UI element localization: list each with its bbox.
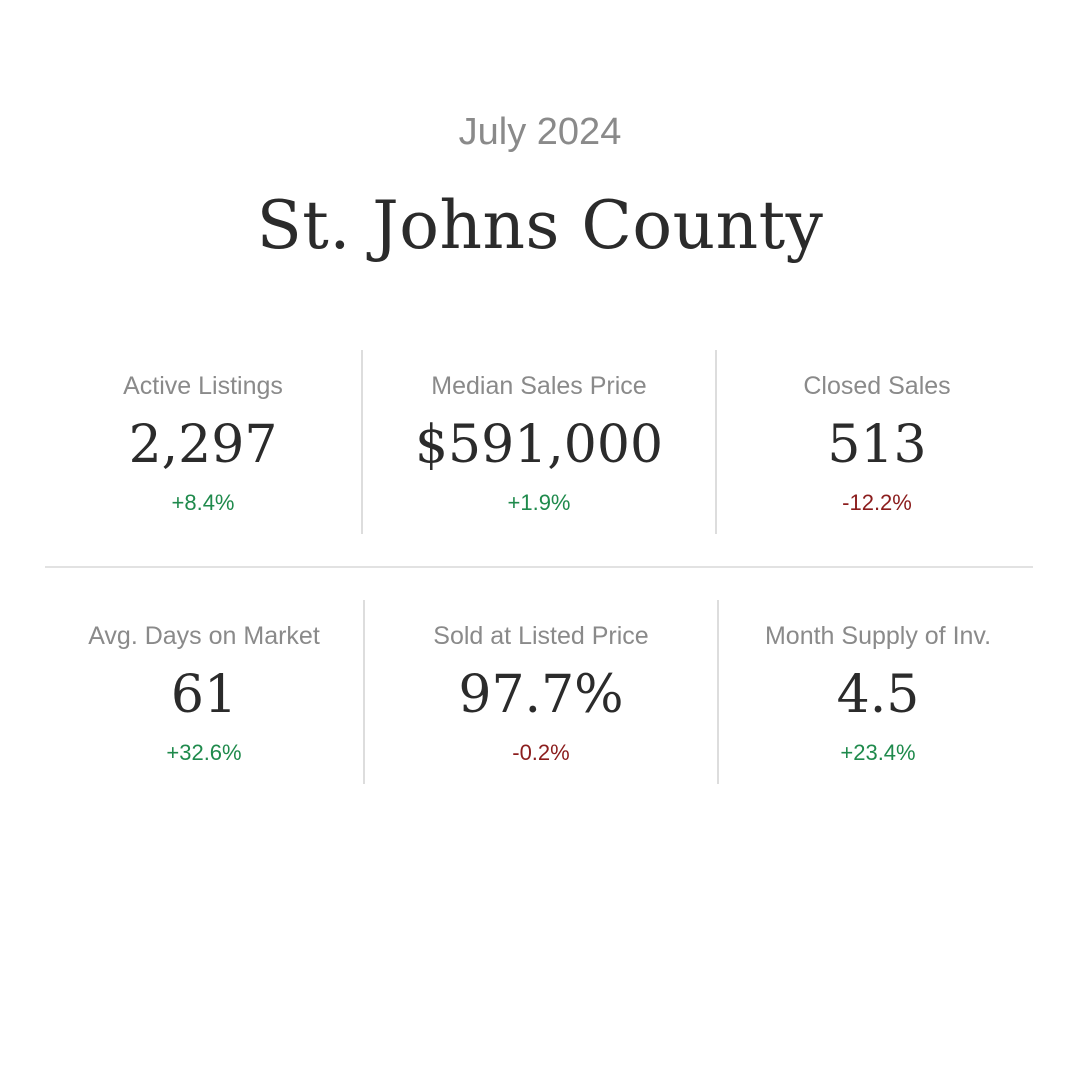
stat-value: 97.7%	[458, 665, 624, 725]
row-divider	[45, 566, 1033, 568]
column-divider	[361, 350, 363, 534]
stat-value: 513	[827, 415, 927, 475]
stat-median-sales-price: Median Sales Price $591,000 +1.9%	[363, 350, 715, 534]
stat-change: +23.4%	[840, 740, 916, 765]
stat-label: Month Supply of Inv.	[764, 622, 992, 650]
stat-value: 61	[170, 665, 238, 725]
stat-avg-days-on-market: Avg. Days on Market 61 +32.6%	[45, 600, 363, 784]
stat-active-listings: Active Listings 2,297 +8.4%	[45, 350, 361, 534]
stat-change: +32.6%	[166, 740, 242, 765]
stat-label: Sold at Listed Price	[433, 622, 649, 650]
stat-change: -12.2%	[842, 490, 912, 515]
stat-month-supply: Month Supply of Inv. 4.5 +23.4%	[719, 600, 1037, 784]
stat-label: Closed Sales	[803, 372, 951, 400]
stat-change: +8.4%	[171, 490, 235, 515]
stat-change: +1.9%	[507, 490, 571, 515]
stat-value: 4.5	[836, 665, 920, 725]
stat-label: Median Sales Price	[431, 372, 647, 400]
stat-value: $591,000	[414, 415, 664, 475]
stats-row-1: Active Listings 2,297 +8.4% Median Sales…	[0, 350, 1080, 534]
region-title: St. Johns County	[256, 187, 824, 264]
stat-label: Avg. Days on Market	[88, 622, 320, 650]
stat-label: Active Listings	[123, 372, 283, 400]
stat-change: -0.2%	[512, 740, 570, 765]
column-divider	[717, 600, 719, 784]
report-period: July 2024	[458, 111, 622, 153]
stat-sold-at-listed-price: Sold at Listed Price 97.7% -0.2%	[365, 600, 717, 784]
column-divider	[363, 600, 365, 784]
column-divider	[715, 350, 717, 534]
stat-value: 2,297	[128, 415, 278, 475]
stats-row-2: Avg. Days on Market 61 +32.6% Sold at Li…	[0, 600, 1080, 784]
stat-closed-sales: Closed Sales 513 -12.2%	[717, 350, 1037, 534]
